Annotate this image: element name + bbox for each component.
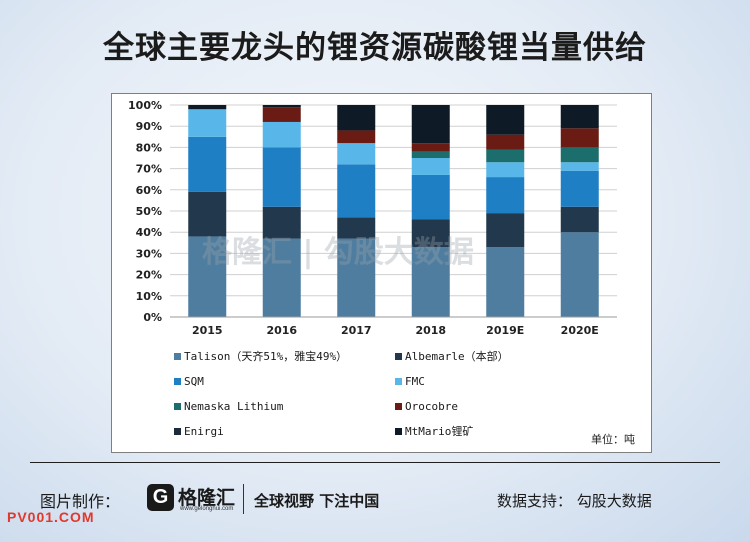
gelonghui-logo-icon: G (147, 484, 174, 511)
bar-segment (411, 219, 450, 248)
bar-segment (560, 170, 599, 207)
y-tick-label: 0% (143, 311, 162, 324)
legend-label: Talison（天齐51%，雅宝49%） (184, 349, 347, 363)
legend-swatch (395, 403, 402, 410)
bar-segment (560, 162, 599, 171)
x-tick-label: 2018 (415, 324, 446, 337)
legend-label: MtMario锂矿 (405, 424, 473, 438)
bar-segment (262, 147, 301, 207)
logo-url: www.gelonghui.com (180, 506, 234, 512)
bar-segment (188, 236, 227, 317)
legend-label: FMC (405, 375, 425, 388)
legend-swatch (174, 378, 181, 385)
bar-segment (337, 105, 376, 131)
x-tick-label: 2016 (266, 324, 297, 337)
bar-segment (560, 128, 599, 148)
footer-slogan: 全球视野 下注中国 (254, 492, 380, 510)
bar-segment (411, 105, 450, 144)
legend-label: SQM (184, 375, 204, 388)
bar-segment (188, 109, 227, 137)
y-tick-label: 80% (136, 141, 162, 154)
bar-segment (486, 213, 525, 248)
logo-name: 格隆汇 (178, 487, 236, 509)
bar-segment (188, 136, 227, 192)
unit-note: 单位：吨 (591, 433, 635, 446)
bar-segment (560, 147, 599, 163)
bar-segment (188, 191, 227, 237)
x-tick-label: 2017 (341, 324, 372, 337)
bar-segment (486, 247, 525, 317)
bar-segment (262, 121, 301, 148)
legend-label: Nemaska Lithium (184, 400, 284, 413)
chart-panel: 0% 10% 20% 30% 40% 50% 60% 70% 80% 90% 100% 2015 201… (111, 93, 652, 453)
y-tick-label: 20% (136, 269, 162, 282)
bar-segment (262, 105, 301, 108)
legend-label: Enirgi (184, 425, 224, 438)
bar-segment (486, 149, 525, 163)
y-tick-label: 60% (136, 184, 162, 197)
bar-segment (411, 174, 450, 220)
bar-segment (560, 105, 599, 129)
legend-swatch (174, 403, 181, 410)
y-tick-label: 50% (136, 205, 162, 218)
legend-label: Albemarle（本部） (405, 349, 509, 363)
chart-title: 全球主要龙头的锂资源碳酸锂当量供给 (103, 30, 647, 66)
bar-segment (188, 105, 227, 110)
y-tick-label: 100% (128, 99, 162, 112)
bar-segment (486, 134, 525, 150)
bar-segment (337, 130, 376, 144)
data-support: 数据支持： 勾股大数据 (497, 492, 652, 510)
bar-segment (411, 158, 450, 175)
bar-segment (486, 162, 525, 178)
legend-swatch (174, 428, 181, 435)
bar-segment (411, 247, 450, 317)
bar-segment (337, 238, 376, 317)
y-tick-label: 70% (136, 163, 162, 176)
bar-segment (337, 143, 376, 165)
x-tick-label: 2019E (486, 324, 524, 337)
x-tick-label: 2015 (192, 324, 223, 337)
y-tick-label: 40% (136, 226, 162, 239)
legend-swatch (395, 378, 402, 385)
bar-segment (486, 177, 525, 214)
legend-swatch (395, 428, 402, 435)
y-tick-label: 90% (136, 120, 162, 133)
footer-divider (30, 462, 720, 463)
footer-label: 图片制作： (40, 492, 121, 511)
logo-separator (243, 484, 244, 514)
stacked-bar-chart: 0% 10% 20% 30% 40% 50% 60% 70% 80% 90% 100% 2015 201… (128, 99, 617, 438)
legend-label: Orocobre (405, 400, 458, 413)
watermark-text: 格隆汇 | 勾股大数据 (202, 235, 474, 270)
y-tick-label: 30% (136, 247, 162, 260)
bar-segment (560, 206, 599, 233)
legend-swatch (395, 353, 402, 360)
bar-segment (262, 107, 301, 122)
bar-segment (337, 164, 376, 218)
bar-segment (262, 206, 301, 239)
bar-segment (411, 151, 450, 158)
site-watermark: PV001.COM (7, 509, 95, 525)
bar-segment (560, 232, 599, 317)
bar-segment (486, 105, 525, 135)
legend-swatch (174, 353, 181, 360)
bar-segment (262, 238, 301, 317)
x-tick-label: 2020E (561, 324, 599, 337)
bar-segment (337, 217, 376, 239)
y-tick-label: 10% (136, 290, 162, 303)
bar-segment (411, 143, 450, 152)
